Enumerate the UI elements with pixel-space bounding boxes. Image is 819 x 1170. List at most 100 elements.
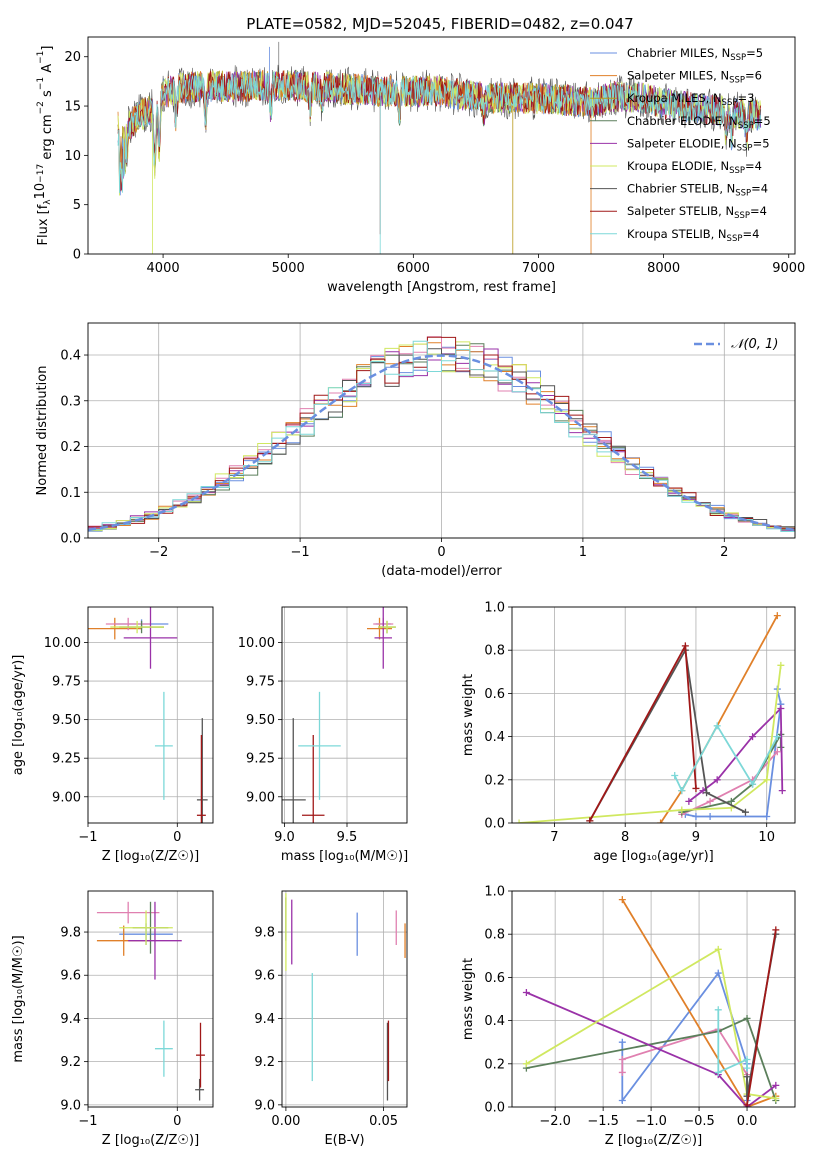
mass_vs_Z-ytick-label: 9.4 xyxy=(60,1012,81,1027)
mass_vs_Z-ytick-label: 9.2 xyxy=(60,1055,81,1070)
spectrum-ytick-label: 5 xyxy=(73,198,81,213)
spectrum-frame xyxy=(87,36,796,255)
weight_vs_age-series-8 xyxy=(673,723,779,793)
weight_vs_Z-marker-8 xyxy=(743,1064,751,1072)
age_vs_Z-frame xyxy=(87,606,214,824)
mass_vs_ebv-xtick-label: 0.00 xyxy=(271,1114,300,1129)
mass_vs_ebv-ytick-label: 9.6 xyxy=(254,969,275,984)
residuals-xtick-label: 1 xyxy=(579,545,587,560)
age_vs_mass-panel: 9.0 9.5 9.00 9.25 9.50 9.75 10.00 mass [log₁₀(M… xyxy=(238,606,408,864)
spectrum-legend-entry: Kroupa MILES, NSSP=3 xyxy=(627,91,754,108)
age_vs_mass-ytick-label: 10.00 xyxy=(238,636,275,651)
spectrum-legend-entry: Chabrier MILES, NSSP=5 xyxy=(627,46,763,63)
age_vs_mass-plot-area xyxy=(282,607,396,823)
weight_vs_Z-series-1 xyxy=(621,899,777,1107)
spectrum-ylabel-part: Flux [f xyxy=(36,204,51,245)
weight_vs_Z-marker-6 xyxy=(743,1092,751,1100)
weight_vs_Z-frame xyxy=(511,890,796,1108)
weight_vs_age-xtick-label: 7 xyxy=(550,830,558,845)
weight_vs_age-marker-4 xyxy=(778,787,786,795)
weight_vs_age-marker-2 xyxy=(773,748,781,756)
spectrum-legend-text: Salpeter MILES, N xyxy=(627,69,729,83)
spectrum-legend-sub: SSP xyxy=(729,76,745,86)
residuals-ytick-label: 0.1 xyxy=(60,486,81,501)
weight_vs_age-marker-4 xyxy=(699,787,707,795)
weight_vs_age-marker-4 xyxy=(713,776,721,784)
weight_vs_Z-xlabel: Z [log₁₀(Z/Z☉)] xyxy=(605,1133,702,1148)
weight_vs_age-ytick-label: 0.6 xyxy=(484,687,505,702)
weight_vs_age-series-1 xyxy=(659,615,779,823)
spectrum-legend-entry: Chabrier STELIB, NSSP=4 xyxy=(627,182,768,199)
weight_vs_Z-marker-4 xyxy=(772,1081,780,1089)
weight_vs_age-marker-0 xyxy=(692,813,700,821)
weight_vs_age-marker-6 xyxy=(741,808,749,816)
spectrum-legend-sub: SSP xyxy=(737,143,753,153)
weight_vs_age-ytick-label: 1.0 xyxy=(484,601,505,616)
spectrum-xtick-label: 4000 xyxy=(147,261,180,276)
weight_vs_Z-marker-8 xyxy=(714,1068,722,1076)
mass_vs_ebv-xlabel: E(B-V) xyxy=(324,1133,364,1148)
weight_vs_Z-xtick-label: 0.0 xyxy=(737,1114,758,1129)
weight_vs_age-marker-0 xyxy=(706,813,714,821)
residuals-xlabel: (data-model)/error xyxy=(381,564,502,579)
weight_vs_age-marker-4 xyxy=(685,797,693,805)
residuals-xtick-label: 0 xyxy=(437,545,445,560)
mass_vs_Z-xtick-label: −1 xyxy=(78,1114,97,1129)
age_vs_Z-xtick-label: −1 xyxy=(78,830,97,845)
spectrum-xlabel: wavelength [Angstrom, rest frame] xyxy=(327,280,556,295)
weight_vs_age-marker-4 xyxy=(749,733,757,741)
spectrum-ylabel-part: erg cm xyxy=(40,114,55,163)
histogram-series-8 xyxy=(88,340,795,532)
weight_vs_Z-marker-0 xyxy=(618,1097,626,1105)
weight_vs_Z-marker-8 xyxy=(714,1006,722,1014)
mass_vs_ebv-ytick-label: 9.4 xyxy=(254,1012,275,1027)
weight_vs_age-marker-2 xyxy=(706,797,714,805)
spectrum-ylabel-part: ] xyxy=(40,46,55,51)
weight_vs_Z-series-0 xyxy=(621,971,748,1104)
weight_vs_age-series-2 xyxy=(681,751,778,816)
weight_vs_Z-series-2 xyxy=(621,1028,748,1076)
spectrum-legend-tail: =3 xyxy=(737,91,754,105)
mass_vs_ebv-frame xyxy=(281,890,408,1108)
spectrum-series-8 xyxy=(117,70,762,254)
mass_vs_Z-ytick-label: 9.8 xyxy=(60,926,81,941)
histogram-legend-entry: 𝒩(0, 1) xyxy=(731,337,778,352)
spectrum-ylabel-part: −17 xyxy=(36,164,46,183)
weight_vs_age-marker-7 xyxy=(681,642,689,650)
spectrum-xtick-label: 8000 xyxy=(647,261,680,276)
weight_vs_Z-xtick-label: −2.0 xyxy=(539,1114,571,1129)
spectrum-legend-text: Chabrier STELIB, N xyxy=(627,182,735,196)
mass_vs_Z-plot-area xyxy=(96,901,205,1101)
weight_vs_Z-plot-area xyxy=(522,896,780,1107)
mass_vs_ebv-ytick-label: 9.2 xyxy=(254,1055,275,1070)
weight_vs_Z-ytick-label: 0.2 xyxy=(484,1057,505,1072)
age_vs_Z-ytick-label: 9.00 xyxy=(52,790,81,805)
age_vs_Z-panel: −1 0 9.00 9.25 9.50 9.75 10.00 Z [log₁₀(Z/Z☉)] a… xyxy=(11,606,214,864)
weight_vs_Z-ylabel: mass weight xyxy=(461,958,476,1040)
mass_vs_ebv-ytick-label: 9.8 xyxy=(254,926,275,941)
weight_vs_Z-ytick-label: 0.8 xyxy=(484,928,505,943)
spectrum-legend-entry: Salpeter STELIB, NSSP=4 xyxy=(627,204,767,221)
weight_vs_age-ylabel: mass weight xyxy=(461,674,476,756)
spectrum-legend-tail: =4 xyxy=(750,204,767,218)
weight_vs_Z-ytick-label: 0.0 xyxy=(484,1101,505,1116)
gaussian-curve xyxy=(88,354,795,532)
age_vs_mass-xtick-label: 9.0 xyxy=(274,830,295,845)
mass_vs_Z-xlabel: Z [log₁₀(Z/Z☉)] xyxy=(102,1133,199,1148)
age_vs_mass-ytick-label: 9.25 xyxy=(246,752,275,767)
weight_vs_age-ytick-label: 0.4 xyxy=(484,730,505,745)
spectrum-legend-text: Chabrier ELODIE, N xyxy=(627,114,738,128)
weight_vs_age-marker-8 xyxy=(749,780,757,788)
weight_vs_Z-marker-7 xyxy=(772,926,780,934)
weight_vs_Z-panel: −2.0 −1.5 −1.0 −0.5 0.0 0.0 0.2 0.4 0.6 0.8 1.0 Z [… xyxy=(461,885,796,1148)
spectrum-legend-entry: Chabrier ELODIE, NSSP=5 xyxy=(627,114,771,131)
spectrum-legend-entry: Salpeter ELODIE, NSSP=5 xyxy=(627,136,770,153)
mass_vs_Z-ytick-label: 9.0 xyxy=(60,1098,81,1113)
spectrum-legend-entry: Salpeter MILES, NSSP=6 xyxy=(627,69,762,86)
spectrum-legend-text: Salpeter ELODIE, N xyxy=(627,136,737,150)
weight_vs_Z-xtick-label: −0.5 xyxy=(683,1114,715,1129)
weight_vs_age-marker-4 xyxy=(777,705,785,713)
residuals-ytick-label: 0.3 xyxy=(60,394,81,409)
mass_vs_ebv-xtick-label: 0.05 xyxy=(369,1114,398,1129)
weight_vs_age-marker-7 xyxy=(692,784,700,792)
